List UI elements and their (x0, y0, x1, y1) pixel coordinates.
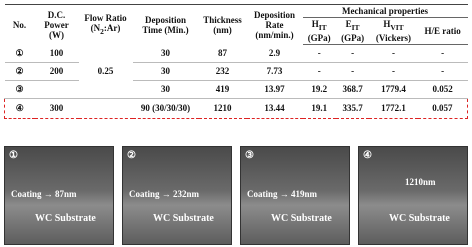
properties-table: No. D.C. Power (W) Flow Ratio (N2:Ar) Deposi… (4, 4, 468, 119)
header-text: H (383, 19, 391, 29)
table-cell: ② (4, 62, 35, 81)
sem-images: ① Coating → 87nm WC Substrate ② Coating → 232n… (4, 146, 468, 245)
table-cell: 19.1 (302, 97, 336, 119)
header-row: HIT (GPa) EIT (GPa) HVIT (Vickers) H/E ratio (5, 17, 468, 45)
substrate-label: WC Substrate (389, 213, 450, 224)
table-cell: - (369, 62, 418, 81)
table-cell: 232 (198, 62, 247, 81)
thickness-label: 87nm (55, 189, 77, 199)
table-cell: 90 (30/30/30) (132, 97, 199, 119)
table-row: ④ 300 90 (30/30/30) 1210 13.44 19.1 335.7 1772.… (4, 97, 468, 119)
table-cell: 100 (34, 44, 79, 63)
coating-label: Coating → (11, 189, 53, 199)
table-cell: 0.25 (78, 44, 133, 99)
header-cell: Thickness (nm) (198, 4, 247, 45)
table-row: ② 200 30 232 7.73- - - - (4, 62, 468, 81)
table-cell: 0.057 (417, 97, 468, 119)
table-cell: 300 (34, 97, 79, 119)
header-cell: No. (4, 4, 35, 45)
header-cell: HVIT (Vickers) (369, 17, 418, 45)
table-cell: 30 (132, 44, 199, 63)
table-cell: 1772.1 (369, 97, 418, 119)
header-cell: H/E ratio (417, 17, 468, 45)
header-text: E (345, 19, 352, 29)
thickness-label: 1210nm (405, 177, 436, 187)
header-cell: HIT (GPa) (302, 17, 336, 45)
table-cell: - (302, 44, 336, 63)
table-cell: ③ (4, 80, 35, 99)
subscript: 2 (100, 26, 104, 36)
header-cell: Mechanical properties (302, 4, 468, 18)
image-label: ④ (363, 150, 372, 161)
table-cell: 0.052 (417, 80, 468, 99)
thickness-label: 232nm (173, 189, 200, 199)
subscript: IT (318, 22, 327, 32)
subscript: IT (351, 22, 360, 32)
table-cell: - (417, 62, 468, 81)
header-text: Flow Ratio (84, 12, 127, 23)
header-cell: Flow Ratio (N2:Ar) (78, 4, 133, 45)
header-cell: D.C. Power (W) (34, 4, 79, 45)
header-cell: Deposition Time (Min.) (132, 4, 199, 45)
table-cell (78, 97, 133, 119)
table-cell: - (335, 62, 370, 81)
header-text: (Vickers) (375, 32, 412, 43)
table-cell: 13.44 (246, 97, 303, 119)
table-cell (34, 80, 79, 99)
header-text: H/E ratio (424, 25, 461, 36)
table-cell: 19.2 (302, 80, 336, 99)
table-cell: ④ (4, 97, 35, 119)
table-row: ① 100 0.25 30 87 2.9- - - - (4, 44, 468, 99)
sem-image: ④ 1210nm WC Substrate (358, 146, 468, 245)
sem-image: ① Coating → 87nm WC Substrate (4, 146, 114, 245)
sem-image: ② Coating → 232nm WC Substrate (122, 146, 232, 245)
header-text: (GPa) (341, 32, 365, 43)
header-text: H (311, 19, 319, 29)
sem-image: ③ Coating → 419nm WC Substrate (240, 146, 350, 245)
table-cell: - (417, 44, 468, 63)
table-cell: 368.7 (335, 80, 370, 99)
image-label: ① (9, 150, 18, 161)
coating-label: Coating → (129, 189, 171, 199)
header-cell: Deposition Rate (nm/min.) (246, 4, 303, 45)
substrate-label: WC Substrate (35, 213, 96, 224)
coating-label: Coating → (247, 189, 289, 199)
table-cell: 335.7 (335, 97, 370, 119)
table-row: ③ 30 419 13.97 19.2 368.7 1779.4 0.052 (4, 80, 468, 99)
table-cell: 419 (198, 80, 247, 99)
substrate-label: WC Substrate (153, 213, 214, 224)
table-cell: - (302, 62, 336, 81)
table-cell: ① (4, 44, 35, 63)
subscript: VIT (390, 22, 404, 32)
image-label: ③ (245, 150, 254, 161)
table-cell: 2.9 (246, 44, 303, 63)
table-cell: - (335, 44, 370, 63)
table-cell: 1210 (198, 97, 247, 119)
table-cell: 200 (34, 62, 79, 81)
table-cell: 87 (198, 44, 247, 63)
header-text: (N (90, 22, 101, 33)
header-cell: EIT (GPa) (335, 17, 370, 45)
table-cell: 30 (132, 80, 199, 99)
header-text: :Ar) (103, 22, 121, 33)
thickness-label: 419nm (291, 189, 318, 199)
table-cell: 1779.4 (369, 80, 418, 99)
substrate-label: WC Substrate (271, 213, 332, 224)
table-cell: 30 (132, 62, 199, 81)
image-label: ② (127, 150, 136, 161)
table-cell: - (369, 44, 418, 63)
header-text: (GPa) (307, 32, 331, 43)
header-row: No. D.C. Power (W) Flow Ratio (N2:Ar) Deposi… (4, 4, 468, 45)
table-cell: 13.97 (246, 80, 303, 99)
table-cell: 7.73 (246, 62, 303, 81)
